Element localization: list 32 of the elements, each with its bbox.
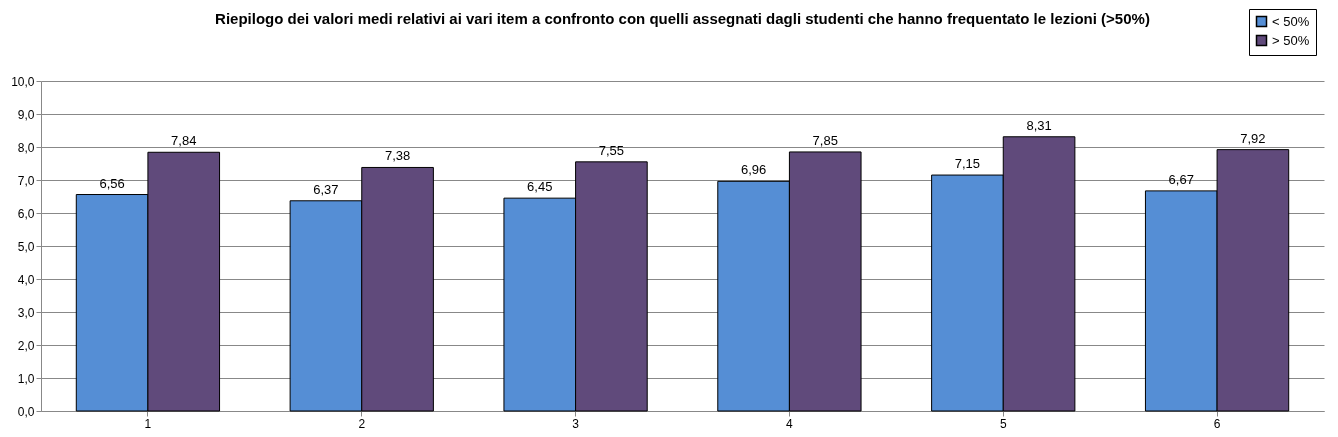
y-tick-label: 7,0 <box>17 173 35 188</box>
data-label: 6,96 <box>740 162 767 178</box>
x-tick-label: 3 <box>572 416 580 431</box>
data-label: 6,56 <box>99 175 125 191</box>
data-label: 7,92 <box>1240 130 1266 146</box>
x-tick-label: 1 <box>144 416 152 431</box>
y-tick-label: 8,0 <box>17 140 35 155</box>
y-tick-label: 0,0 <box>17 404 35 419</box>
y-tick-label: 3,0 <box>17 305 35 320</box>
data-label: 7,84 <box>171 133 197 149</box>
y-tick-label: 2,0 <box>17 338 35 353</box>
legend-label: > 50% <box>1272 32 1310 48</box>
data-label: 7,15 <box>954 156 981 172</box>
y-tick-label: 5,0 <box>17 239 35 254</box>
y-tick-label: 10,0 <box>11 74 35 89</box>
x-tick-label: 4 <box>786 416 794 431</box>
y-tick-label: 6,0 <box>17 206 35 221</box>
y-tick-label: 4,0 <box>17 272 35 287</box>
chart-title: Riepilogo dei valori medi relativi ai vari item a confronto con quelli assegnati dagli studenti che hanno frequentato le lezioni (>50%) <box>215 10 1150 27</box>
data-label: 7,55 <box>598 142 625 158</box>
x-tick-label: 6 <box>1213 416 1221 431</box>
data-label: 6,45 <box>527 179 553 195</box>
data-label: 7,85 <box>812 132 838 148</box>
data-label: 7,38 <box>384 148 411 164</box>
data-label: 6,67 <box>1168 171 1194 187</box>
y-tick-label: 1,0 <box>17 371 35 386</box>
data-label: 6,37 <box>313 181 339 197</box>
x-tick-label: 2 <box>358 416 366 431</box>
data-label: 8,31 <box>1026 117 1052 133</box>
y-tick-label: 9,0 <box>17 107 35 122</box>
legend-label: < 50% <box>1272 13 1310 29</box>
x-tick-label: 5 <box>999 416 1007 431</box>
